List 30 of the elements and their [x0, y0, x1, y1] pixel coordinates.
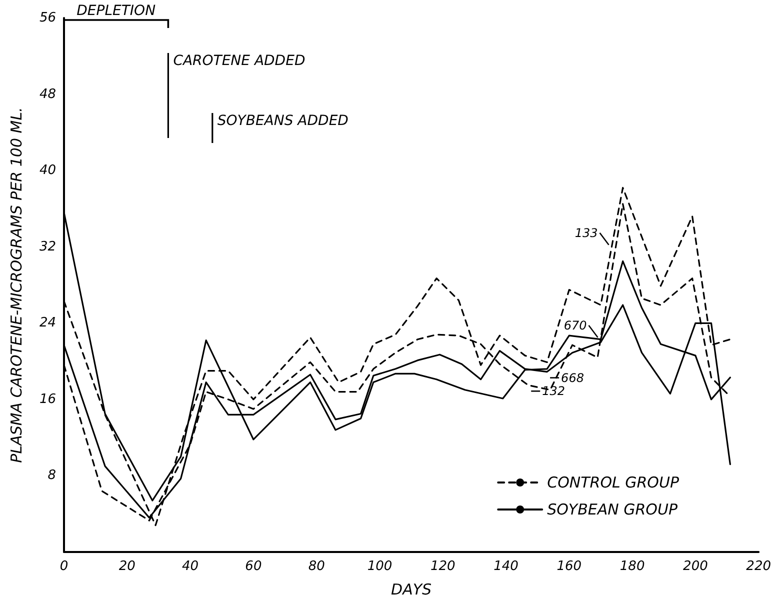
y-tick-label: 48	[39, 86, 56, 102]
x-tick-label: 140	[494, 559, 518, 574]
annotation: 132	[542, 384, 566, 398]
annotation: 670	[564, 318, 588, 332]
x-tick-label: 20	[118, 559, 136, 574]
x-tick-label: 180	[620, 559, 645, 574]
ref-line-label: CAROTENE ADDED	[173, 53, 306, 69]
x-tick-label: 0	[60, 559, 68, 574]
x-axis-title: DAYS	[391, 580, 432, 598]
y-tick-label: 32	[39, 239, 56, 254]
y-tick-label: 40	[39, 163, 56, 178]
ref-line-label: SOYBEANS ADDED	[217, 113, 349, 129]
x-tick-label: 120	[430, 559, 456, 574]
x-tick-label: 80	[308, 559, 325, 574]
x-tick-label: 220	[746, 559, 772, 574]
legend-label: SOYBEAN GROUP	[547, 500, 678, 518]
annotation: 668	[561, 370, 584, 385]
annotation: 133	[574, 226, 598, 240]
y-tick-label: 24	[39, 316, 56, 331]
annotation: DEPLETION	[76, 3, 156, 19]
legend-label: CONTROL GROUP	[547, 474, 680, 492]
x-tick-label: 100	[367, 559, 392, 574]
y-tick-label: 8	[48, 468, 56, 484]
y-tick-label: 56	[39, 10, 56, 26]
x-tick-label: 160	[556, 559, 582, 574]
y-tick-label: 16	[39, 392, 56, 407]
y-axis-title: PLASMA CAROTENE-MICROGRAMS PER 100 ML.	[8, 107, 26, 463]
x-tick-label: 200	[683, 559, 708, 574]
x-tick-label: 40	[182, 559, 199, 574]
x-tick-label: 60	[245, 559, 262, 574]
